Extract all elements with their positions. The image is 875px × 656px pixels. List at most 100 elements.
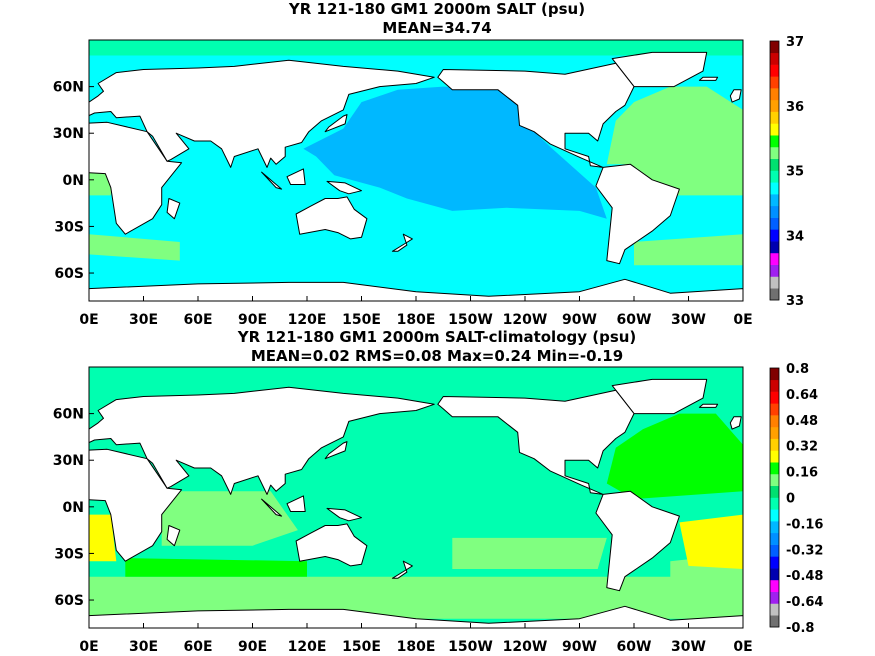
madagascar-landmass xyxy=(166,525,181,547)
x-tick-label: 150E xyxy=(342,312,381,328)
colorbar-segment xyxy=(770,391,779,404)
x-tick-label: 150E xyxy=(342,639,381,655)
north-america-landmass xyxy=(437,389,635,495)
colorbar-tick-label: 0.64 xyxy=(786,388,818,403)
x-tick-label: 30W xyxy=(671,639,706,655)
colorbar-segment xyxy=(770,182,779,195)
iceland-landmass xyxy=(698,403,719,408)
colorbar-segment xyxy=(770,158,779,171)
y-tick-label: 30S xyxy=(54,219,84,235)
north-atlantic-region xyxy=(606,413,743,500)
colorbar-tick-label: -0.48 xyxy=(786,569,823,584)
colorbar: 37 36 35 34 33 xyxy=(769,35,804,309)
colorbar-segment xyxy=(770,403,779,416)
y-tick-label: 30N xyxy=(53,126,84,142)
x-tick-label: 180E xyxy=(397,312,436,328)
south-america-landmass xyxy=(595,163,680,265)
x-tick-label: 90W xyxy=(562,312,597,328)
x-tick-label: 60E xyxy=(183,639,212,655)
colorbar-segment xyxy=(770,579,779,592)
map-area xyxy=(89,40,743,301)
colorbar-segment xyxy=(770,252,779,265)
indian-ocean-region xyxy=(161,491,298,546)
chart-title: YR 121-180 GM1 2000m SALT-climatology (p… xyxy=(237,328,637,346)
colorbar-segment xyxy=(770,473,779,487)
colorbar-segment xyxy=(770,241,779,254)
x-tick-label: 30E xyxy=(129,639,158,655)
x-tick-label: 60W xyxy=(617,312,652,328)
colorbar-segment xyxy=(770,194,779,207)
colorbar-segment xyxy=(770,615,779,628)
australia-landmass xyxy=(295,196,368,240)
antarctica-landmass xyxy=(89,605,743,628)
colorbar-segment xyxy=(770,568,779,581)
colorbar-tick-label: 34 xyxy=(786,229,804,244)
south-indian-band-region xyxy=(125,558,307,577)
africa-landmass xyxy=(89,121,183,235)
x-tick-label: 90E xyxy=(238,312,267,328)
x-tick-label: 120E xyxy=(288,639,327,655)
colorbar-segment xyxy=(770,123,779,136)
colorbar-tick-label: 0.48 xyxy=(786,414,818,429)
uk-landmass xyxy=(729,416,742,430)
x-tick-label: 0E xyxy=(79,312,98,328)
greenland-landmass xyxy=(611,378,708,415)
colorbar-tick-label: -0.64 xyxy=(786,595,823,610)
x-tick-label: 150W xyxy=(448,312,493,328)
y-tick-label: 60S xyxy=(54,593,84,609)
colorbar-segment xyxy=(770,603,779,616)
colorbar-tick-label: 0.16 xyxy=(786,466,818,481)
y-tick-label: 60S xyxy=(54,266,84,282)
colorbar-segment xyxy=(770,497,779,510)
southern-ocean-region xyxy=(89,576,743,619)
colorbar-segment xyxy=(770,229,779,242)
colorbar-segment xyxy=(770,426,779,439)
map-area xyxy=(89,367,743,628)
colorbar-tick-label: 0 xyxy=(786,492,795,507)
north-pacific-region xyxy=(303,86,607,219)
africa-landmass xyxy=(89,448,183,562)
colorbar-segment xyxy=(770,521,779,534)
colorbar-segment xyxy=(770,544,779,557)
colorbar-segment xyxy=(770,591,779,604)
japan-landmass xyxy=(324,441,348,460)
y-tick-label: 60N xyxy=(53,407,84,423)
x-tick-label: 150W xyxy=(448,639,493,655)
x-tick-label: 120W xyxy=(503,312,548,328)
x-tick-label: 180E xyxy=(397,639,436,655)
colorbar-tick-label: 36 xyxy=(786,100,804,115)
colorbar: 0.8 0.64 0.48 0.32 0.16 0 -0.16 -0.32 -0.48 -0.64… xyxy=(769,362,823,636)
colorbar-tick-label: 35 xyxy=(786,165,804,180)
panel-2: YR 121-180 GM1 2000m SALT-climatology (p… xyxy=(53,328,824,655)
colorbar-segment xyxy=(770,111,779,124)
colorbar-segment xyxy=(770,556,779,569)
east-pacific-region xyxy=(452,537,607,569)
colorbar-tick-label: 0.32 xyxy=(786,440,818,455)
colorbar-segment xyxy=(770,379,779,392)
uk-landmass xyxy=(729,89,742,103)
atlantic-region xyxy=(606,86,743,196)
chart-title: YR 121-180 GM1 2000m SALT (psu) xyxy=(288,0,585,18)
chart-subtitle: MEAN=34.74 xyxy=(382,19,491,37)
new-zealand-landmass xyxy=(391,233,413,252)
south-america-landmass xyxy=(595,490,680,592)
europe-asia-landmass xyxy=(89,59,435,168)
colorbar-segment xyxy=(770,217,779,230)
x-tick-label: 60W xyxy=(617,639,652,655)
colorbar-segment xyxy=(770,135,779,148)
y-tick-label: 0N xyxy=(63,500,84,516)
colorbar-segment xyxy=(770,276,779,289)
new-guinea-landmass xyxy=(326,180,362,195)
colorbar-segment xyxy=(770,170,779,183)
colorbar-tick-label: -0.16 xyxy=(786,517,823,532)
colorbar-segment xyxy=(770,64,779,77)
chart-subtitle: MEAN=0.02 RMS=0.08 Max=0.24 Min=-0.19 xyxy=(251,347,623,365)
colorbar-segment xyxy=(770,205,779,218)
europe-asia-landmass xyxy=(89,386,435,495)
x-tick-label: 30W xyxy=(671,312,706,328)
x-tick-label: 0E xyxy=(79,639,98,655)
new-zealand-landmass xyxy=(391,560,413,579)
australia-landmass xyxy=(295,523,368,567)
colorbar-segment xyxy=(770,264,779,277)
